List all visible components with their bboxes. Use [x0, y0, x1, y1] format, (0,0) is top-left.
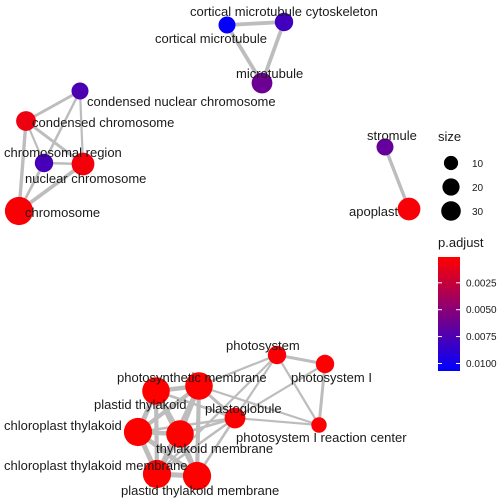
node-stromule[interactable]	[376, 138, 394, 156]
node-condensed-nuclear-chromosome[interactable]	[71, 82, 89, 100]
label-stromule: stromule	[367, 128, 417, 143]
label-nuclear-chromosome: nuclear chromosome	[25, 171, 146, 186]
padjust-colorbar	[438, 257, 460, 371]
padjust-legend: p.adjust 0.0025 0.0050 0.0075 0.0100	[438, 235, 497, 371]
label-plastid-thylakoid-membrane: plastid thylakoid membrane	[121, 483, 279, 498]
edge-condensed-nuclear-chromosome--condensed-chromosome	[24, 89, 82, 123]
node-plastid-thylakoid-membrane[interactable]	[182, 461, 212, 491]
edge-cortical-microtubule-cytoskeleton--microtubule	[225, 23, 264, 85]
node-chromosome[interactable]	[4, 196, 34, 226]
node-thylakoid-membrane[interactable]	[166, 420, 194, 448]
node-apoplast[interactable]	[397, 197, 421, 221]
edge-condensed-chromosome--nuclear-chromosome	[24, 119, 85, 166]
node-chromosomal-region[interactable]	[34, 153, 54, 173]
label-cortical-microtubule-cytoskeleton: cortical microtubule cytoskeleton	[190, 4, 378, 19]
label-photosystem-i: photosystem I	[291, 370, 372, 385]
label-chromosome: chromosome	[25, 205, 100, 220]
node-layer	[4, 12, 421, 491]
node-photosynthetic-membrane[interactable]	[185, 372, 213, 400]
size-legend-title: size	[438, 129, 461, 144]
node-cortical-microtubule[interactable]	[274, 12, 294, 32]
node-condensed-chromosome[interactable]	[16, 111, 36, 131]
node-photosystem-i-reaction-center[interactable]	[311, 417, 327, 433]
size-legend-dot-10	[443, 155, 459, 171]
label-plastoglobule: plastoglobule	[205, 401, 282, 416]
node-photosystem[interactable]	[267, 345, 287, 365]
node-cortical-microtubule-cytoskeleton[interactable]	[218, 16, 236, 34]
size-legend-label-10: 10	[472, 159, 484, 170]
padjust-label-1: 0.0050	[466, 305, 497, 316]
label-photosystem-i-reaction-center: photosystem I reaction center	[236, 430, 407, 445]
size-legend-label-30: 30	[472, 207, 484, 218]
edge-photosystem--photosystem-i-reaction-center	[275, 353, 321, 427]
edge-condensed-nuclear-chromosome--nuclear-chromosome	[78, 89, 85, 166]
node-chloroplast-thylakoid-membrane[interactable]	[142, 459, 172, 489]
label-chloroplast-thylakoid-membrane: chloroplast thylakoid membrane	[4, 458, 188, 473]
node-nuclear-chromosome[interactable]	[71, 152, 95, 176]
padjust-label-3: 0.0100	[466, 359, 497, 370]
edge-condensed-chromosome--chromosome	[17, 119, 28, 213]
node-plastid-thylakoid[interactable]	[142, 377, 170, 405]
edge-cortical-microtubule-cytoskeleton--cortical-microtubule	[225, 20, 286, 27]
edge-photosystem--photosynthetic-membrane	[197, 353, 279, 388]
edge-photosynthetic-membrane--plastid-thylakoid-membrane	[194, 383, 202, 479]
label-apoplast: apoplast	[349, 204, 399, 219]
label-chloroplast-thylakoid: chloroplast thylakoid	[4, 418, 122, 433]
size-legend-dot-20	[442, 178, 460, 196]
label-layer: cortical microtubule cytoskeleton cortica…	[4, 4, 417, 498]
node-plastoglobule[interactable]	[224, 407, 246, 429]
label-condensed-nuclear-chromosome: condensed nuclear chromosome	[87, 94, 276, 109]
edge-plastoglobule--plastid-thylakoid	[154, 389, 237, 420]
label-microtubule: microtubule	[236, 66, 303, 81]
size-legend: size 10 20 30	[438, 129, 484, 221]
size-legend-label-20: 20	[472, 183, 484, 194]
label-plastid-thylakoid: plastid thylakoid	[94, 397, 187, 412]
label-thylakoid-membrane: thylakoid membrane	[156, 441, 273, 456]
edge-cortical-microtubule--microtubule	[260, 20, 286, 85]
edge-photosystem-i--photosystem-i-reaction-center	[317, 362, 327, 427]
node-chloroplast-thylakoid[interactable]	[123, 417, 153, 447]
edge-plastoglobule--photosystem-i-reaction-center	[233, 416, 321, 427]
edge-chloroplast-thylakoid-membrane--photosystem	[155, 353, 279, 476]
size-legend-dot-30	[441, 201, 461, 221]
label-photosystem: photosystem	[226, 338, 300, 353]
edge-photosystem--plastoglobule	[233, 353, 279, 420]
edge-photosynthetic-membrane--photosystem-i-reaction-center	[197, 384, 321, 427]
label-photosynthetic-membrane: photosynthetic membrane	[117, 370, 267, 385]
node-photosystem-i[interactable]	[315, 354, 335, 374]
label-cortical-microtubule: cortical microtubule	[155, 31, 267, 46]
edge-plastoglobule--photosystem-i	[233, 362, 327, 420]
padjust-label-2: 0.0075	[466, 332, 497, 343]
label-chromosomal-region: chromosomal region	[4, 145, 122, 160]
padjust-label-0: 0.0025	[466, 278, 497, 289]
label-condensed-chromosome: condensed chromosome	[32, 115, 174, 130]
padjust-legend-title: p.adjust	[438, 235, 484, 250]
node-microtubule[interactable]	[251, 72, 273, 94]
